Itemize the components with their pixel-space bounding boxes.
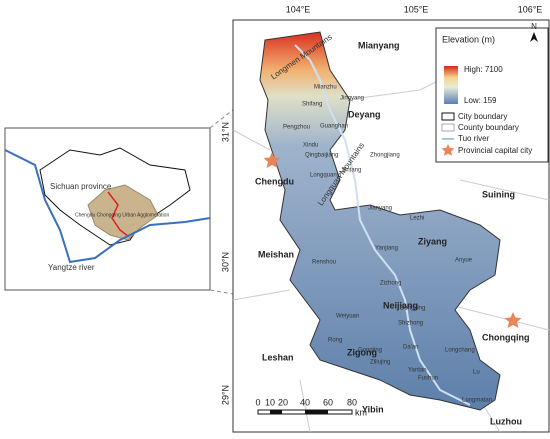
city-label: Leshan (262, 352, 294, 362)
county-label: Jingyang (340, 96, 364, 102)
county-label: Longmatan (462, 398, 492, 404)
tuo-river (294, 44, 471, 406)
city-label: Suining (482, 189, 515, 199)
county-label: Shifang (302, 102, 322, 108)
scale-label: 10 (265, 397, 275, 407)
tuo-region (107, 191, 129, 237)
county-label: Anyue (455, 258, 473, 264)
inset-label: Yangtze river (48, 263, 95, 272)
scale-rect (270, 410, 282, 414)
city-label: Ziyang (418, 236, 447, 246)
city-label: Luzhou (490, 416, 522, 426)
legend-low: Low: 159 (464, 96, 497, 105)
scale-bar: 0 10 20 40 60 80 km (255, 397, 367, 417)
city-label: Chengdu (255, 176, 294, 186)
north-arrow (530, 32, 538, 42)
legend-item: County boundary (458, 123, 519, 132)
legend-symbol (441, 112, 455, 121)
county-label: Pengzhou (283, 125, 310, 131)
lon-label: 106°E (518, 4, 543, 14)
north-label: N (531, 22, 537, 31)
lon-label: 104°E (286, 4, 311, 14)
county-label: Dongxing (400, 306, 425, 312)
county-label: Zhongjiang (370, 153, 400, 159)
city-label: Chongqing (482, 332, 529, 342)
county-label: Shizhong (398, 321, 423, 327)
county-label: Yanjiang (375, 246, 398, 252)
scale-label: 40 (300, 397, 310, 407)
yangtze (4, 149, 211, 264)
legend-frame (435, 27, 549, 163)
inset-label: Chengdu Chongqing Urban Agglomeration (75, 212, 169, 218)
city-label: Mianyang (358, 40, 400, 50)
county-label: Da'an (403, 345, 419, 351)
legend-symbol (441, 144, 455, 156)
scale-label: 60 (323, 397, 333, 407)
county-label: Weiyuan (336, 314, 359, 320)
county-label: Lezhi (410, 216, 424, 222)
county-label: Yantan (408, 368, 427, 374)
capital-star (504, 312, 522, 328)
scale-unit: km (355, 407, 367, 417)
county-label: Qingbaijiang (305, 153, 338, 159)
legend-item: Provincial capital city (458, 146, 532, 155)
legend-high: High: 7100 (464, 65, 503, 74)
county-label: Xindu (303, 143, 318, 149)
urban-area (87, 184, 159, 241)
inset-label: Sichuan province (50, 182, 112, 191)
scale-label: 80 (347, 397, 357, 407)
county-label: Zizhong (380, 281, 401, 287)
city-label: Yibin (362, 404, 384, 414)
county-label: Fushun (418, 376, 438, 382)
study-region (259, 31, 501, 411)
elevation-ramp (444, 66, 458, 104)
lat-label: 30°N (220, 252, 230, 272)
legend: Elevation (m) N High: 7100 Low: 159 City… (435, 22, 549, 163)
county-label: Rong (328, 338, 342, 344)
city-label: Zigong (347, 347, 377, 357)
city-label: Neijiang (383, 300, 418, 310)
city-boundaries (232, 59, 550, 433)
county-label: Jintang (342, 168, 361, 174)
scale-rect (305, 410, 328, 414)
county-label: Gongjing (358, 348, 382, 354)
lat-label: 29°N (220, 385, 230, 405)
county-label: Renshou (312, 260, 336, 266)
county-label: Guanghan (320, 124, 348, 130)
lat-lon-labels: 104°E 105°E 106°E 31°N 30°N 29°N (220, 4, 542, 405)
lon-label: 105°E (404, 4, 429, 14)
city-label: Deyang (348, 109, 381, 119)
legend-symbol (441, 123, 455, 132)
legend-item: Tuo river (458, 134, 490, 143)
capital-star (263, 152, 281, 168)
county-label: Longchang (445, 348, 475, 354)
county-label: Jianyang (368, 206, 392, 212)
legend-title: Elevation (m) (442, 34, 495, 44)
scale-label: 0 (255, 397, 260, 407)
scale-label: 20 (278, 397, 288, 407)
city-label: Meishan (258, 249, 294, 259)
county-label: Ziliujing (370, 360, 390, 366)
county-label: Mianzhu (314, 85, 337, 91)
inset-map: Sichuan province Chengdu Chongqing Urban… (4, 127, 211, 291)
county-label: Lu (473, 370, 480, 376)
lat-label: 31°N (220, 122, 230, 142)
legend-item: City boundary (458, 112, 507, 121)
county-label: Longquanyi (310, 173, 341, 179)
